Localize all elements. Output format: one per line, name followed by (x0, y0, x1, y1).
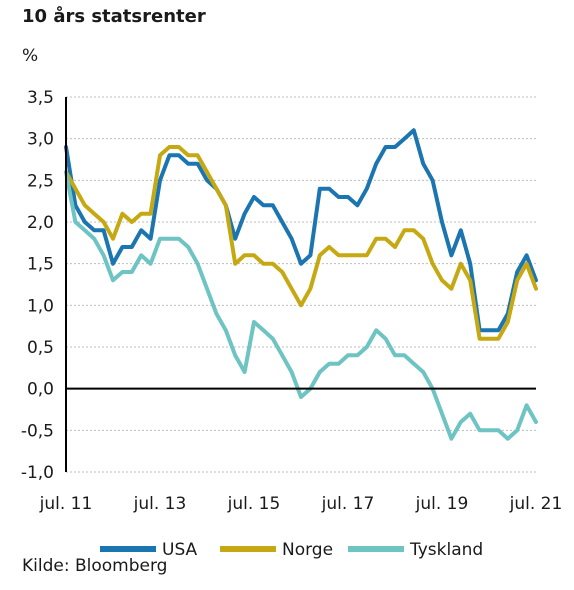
x-tick-label: jul. 11 (39, 494, 93, 514)
x-tick-label: jul. 21 (509, 494, 563, 514)
y-tick-label: 2,5 (27, 171, 54, 191)
y-axis-unit: % (22, 46, 39, 66)
y-tick-label: 3,5 (27, 88, 54, 108)
y-tick-label: 2,0 (27, 213, 54, 233)
x-tick-label: jul. 15 (227, 494, 281, 514)
y-tick-label: 0,5 (27, 338, 54, 358)
series-line-norge (64, 145, 538, 341)
legend-label-norge: Norge (282, 540, 333, 560)
legend-label-usa: USA (162, 540, 198, 560)
y-tick-label: -0,5 (21, 421, 54, 441)
series-line-usa (64, 128, 538, 333)
y-tick-label: -1,0 (21, 463, 54, 483)
chart-title: 10 års statsrenter (22, 6, 206, 27)
y-tick-label: 3,0 (27, 130, 54, 150)
source-note: Kilde: Bloomberg (22, 556, 168, 576)
x-tick-label: jul. 17 (321, 494, 375, 514)
x-tick-label: jul. 13 (133, 494, 187, 514)
x-tick-label: jul. 19 (415, 494, 469, 514)
legend-label-tyskland: Tyskland (409, 540, 483, 560)
series-line-tyskland (64, 170, 538, 441)
y-tick-label: 0,0 (27, 380, 54, 400)
y-tick-label: 1,5 (27, 255, 54, 275)
y-tick-label: 1,0 (27, 296, 54, 316)
